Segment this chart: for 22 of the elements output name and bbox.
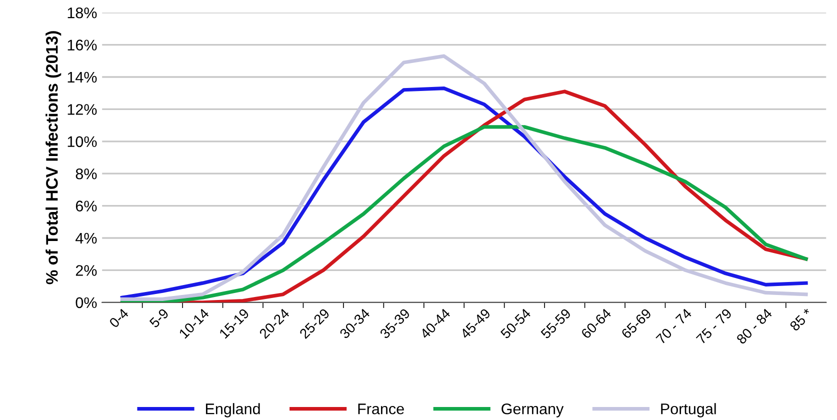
legend-label: Portugal: [661, 403, 716, 418]
y-tick-label: 18%: [68, 7, 97, 18]
legend-label: France: [358, 404, 404, 414]
y-axis-title: % of Total HCV Infections (2013): [46, 31, 62, 284]
y-tick-label: 4%: [76, 232, 97, 244]
x-tick-label: 0-4: [108, 308, 130, 328]
x-tick-label: 85 *: [789, 308, 814, 332]
x-tick-label: 80 - 84: [736, 308, 773, 345]
line-series: [120, 125, 808, 302]
y-tick-label: 2%: [76, 265, 97, 276]
y-tick-label: 10%: [68, 136, 97, 148]
y-tick-label: 14%: [68, 72, 97, 83]
legend-label: Germany: [502, 403, 564, 418]
legend-label: England: [206, 403, 260, 418]
x-tick-label: 70 - 74: [656, 308, 692, 345]
x-tick-label: 75 - 79: [696, 308, 732, 345]
y-tick-label: 8%: [76, 168, 97, 180]
y-tick-label: 6%: [76, 200, 97, 212]
x-tick-label: 5-9: [148, 308, 170, 328]
y-tick-label: 12%: [68, 104, 97, 115]
y-tick-label: 16%: [68, 40, 97, 50]
y-tick-label: 0%: [76, 297, 97, 308]
